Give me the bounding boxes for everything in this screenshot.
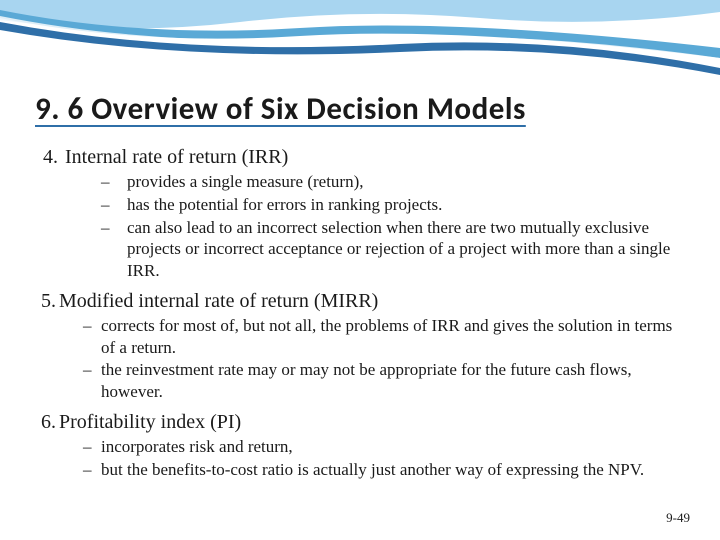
dash-icon: – [83, 459, 101, 481]
dash-icon: – [83, 436, 101, 458]
sub-text: corrects for most of, but not all, the p… [101, 315, 685, 359]
dash-icon: – [83, 359, 101, 403]
list-marker: 4. [35, 146, 65, 169]
sub-item: – can also lead to an incorrect selectio… [101, 217, 685, 282]
list-head: Profitability index (PI) [59, 411, 241, 434]
slide-title: 9. 6 Overview of Six Decision Models [35, 90, 685, 128]
list-item-6: 6. Profitability index (PI) [35, 411, 685, 434]
dash-icon: – [83, 315, 101, 359]
dash-icon: – [101, 217, 127, 282]
sub-item: – provides a single measure (return), [101, 171, 685, 193]
list-marker: 5. [35, 290, 59, 313]
sub-item: – but the benefits-to-cost ratio is actu… [83, 459, 685, 481]
sub-text: incorporates risk and return, [101, 436, 685, 458]
list-head: Modified internal rate of return (MIRR) [59, 290, 378, 313]
sub-item: – has the potential for errors in rankin… [101, 194, 685, 216]
dash-icon: – [101, 171, 127, 193]
sublist-5: – corrects for most of, but not all, the… [83, 315, 685, 403]
sub-item: – corrects for most of, but not all, the… [83, 315, 685, 359]
sub-text: has the potential for errors in ranking … [127, 194, 685, 216]
sub-item: – incorporates risk and return, [83, 436, 685, 458]
slide-content: 9. 6 Overview of Six Decision Models 4. … [0, 0, 720, 501]
dash-icon: – [101, 194, 127, 216]
list-item-5: 5. Modified internal rate of return (MIR… [35, 290, 685, 313]
page-number: 9-49 [666, 510, 690, 526]
sublist-4: – provides a single measure (return), – … [101, 171, 685, 282]
sublist-6: – incorporates risk and return, – but th… [83, 436, 685, 481]
list-head: Internal rate of return (IRR) [65, 146, 288, 169]
sub-item: – the reinvestment rate may or may not b… [83, 359, 685, 403]
sub-text: can also lead to an incorrect selection … [127, 217, 685, 282]
list-item-4: 4. Internal rate of return (IRR) [35, 146, 685, 169]
sub-text: provides a single measure (return), [127, 171, 685, 193]
list-marker: 6. [35, 411, 59, 434]
sub-text: the reinvestment rate may or may not be … [101, 359, 685, 403]
sub-text: but the benefits-to-cost ratio is actual… [101, 459, 685, 481]
